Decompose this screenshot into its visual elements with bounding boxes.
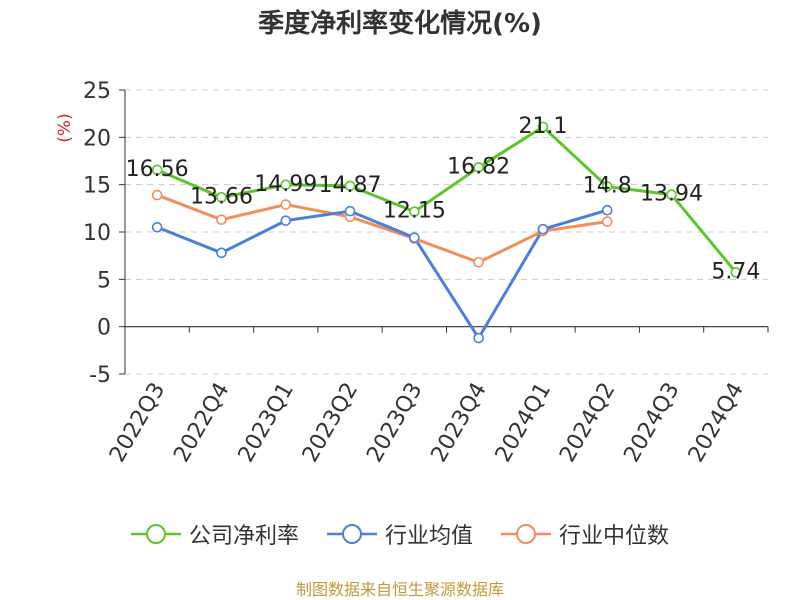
series-lines	[156, 125, 738, 340]
data-point	[409, 206, 420, 217]
x-tick-label: 2024Q1	[491, 379, 556, 467]
x-tick-label: 2022Q3	[105, 379, 170, 467]
y-tick-label: 5	[97, 268, 111, 293]
y-tick-label: 20	[83, 126, 111, 151]
data-point	[537, 121, 549, 133]
x-tick-label: 2022Q4	[169, 379, 234, 467]
x-tick-label: 2023Q2	[298, 379, 363, 467]
data-point	[601, 204, 613, 216]
data-label: 13.94	[640, 182, 703, 207]
y-axis-label: (%)	[55, 113, 75, 142]
data-label: 12.15	[383, 199, 446, 224]
chart-title: 季度净利率变化情况(%)	[258, 9, 542, 39]
legend-swatch	[130, 524, 181, 544]
legend-item[interactable]: 公司净利率	[130, 518, 299, 550]
legend: 公司净利率 行业均值 行业中位数	[0, 518, 800, 550]
data-label: 14.99	[254, 172, 317, 197]
y-tick-label: 0	[97, 316, 111, 341]
data-point	[473, 256, 484, 268]
data-point	[216, 192, 227, 203]
data-label: 16.56	[126, 157, 189, 182]
series-line	[156, 208, 608, 340]
x-tick-label: 2023Q3	[362, 379, 427, 467]
y-tick-label: 15	[83, 174, 111, 199]
series-line	[156, 193, 608, 264]
data-point	[216, 214, 227, 225]
data-label: 16.82	[447, 154, 510, 179]
y-axis: -5 0 5 10 15 20 25 (%)	[55, 79, 126, 388]
legend-swatch	[501, 524, 551, 544]
data-point	[280, 215, 292, 226]
legend-item[interactable]: 行业均值	[326, 518, 473, 550]
data-point	[216, 247, 227, 259]
legend-item[interactable]: 行业中位数	[501, 518, 669, 550]
grid-lines	[125, 89, 768, 375]
data-point	[409, 232, 420, 243]
data-point	[601, 181, 613, 192]
data-label: 14.87	[319, 173, 382, 198]
data-point	[344, 205, 356, 217]
data-point	[601, 216, 613, 227]
data-label: 5.74	[711, 259, 760, 284]
data-label: 21.1	[518, 114, 567, 139]
series-line	[156, 125, 738, 274]
series-points	[151, 121, 742, 344]
source-note: 制图数据来自恒生聚源数据库	[295, 580, 504, 599]
data-point	[473, 162, 484, 173]
data-point	[537, 223, 549, 235]
data-point	[280, 199, 292, 210]
data-point	[473, 332, 484, 344]
legend-label: 公司净利率	[188, 524, 299, 549]
legend-label: 行业中位数	[559, 524, 670, 549]
legend-label: 行业均值	[384, 524, 473, 549]
data-point	[151, 189, 163, 201]
x-tick-label: 2023Q1	[234, 379, 299, 467]
data-label: 14.8	[583, 174, 632, 199]
x-tick-label: 2023Q4	[427, 379, 492, 467]
data-point	[344, 180, 356, 192]
y-tick-label: 25	[83, 79, 111, 104]
data-point	[730, 267, 742, 278]
x-tick-label: 2024Q3	[619, 379, 684, 467]
data-point	[666, 189, 677, 201]
y-tick-label: 10	[83, 221, 111, 246]
legend-swatch-marker	[145, 524, 166, 544]
x-axis: 2022Q32022Q42023Q12023Q22023Q32023Q42024…	[105, 326, 769, 467]
data-point	[280, 179, 292, 191]
x-tick-label: 2024Q2	[555, 379, 620, 467]
x-tick-label: 2024Q4	[684, 379, 749, 467]
legend-swatch-marker	[516, 524, 536, 544]
data-point	[151, 164, 163, 176]
data-label: 13.66	[190, 184, 253, 209]
data-point	[151, 221, 163, 233]
legend-swatch	[326, 524, 377, 544]
legend-swatch-marker	[341, 524, 362, 544]
y-tick-label: -5	[89, 363, 111, 388]
